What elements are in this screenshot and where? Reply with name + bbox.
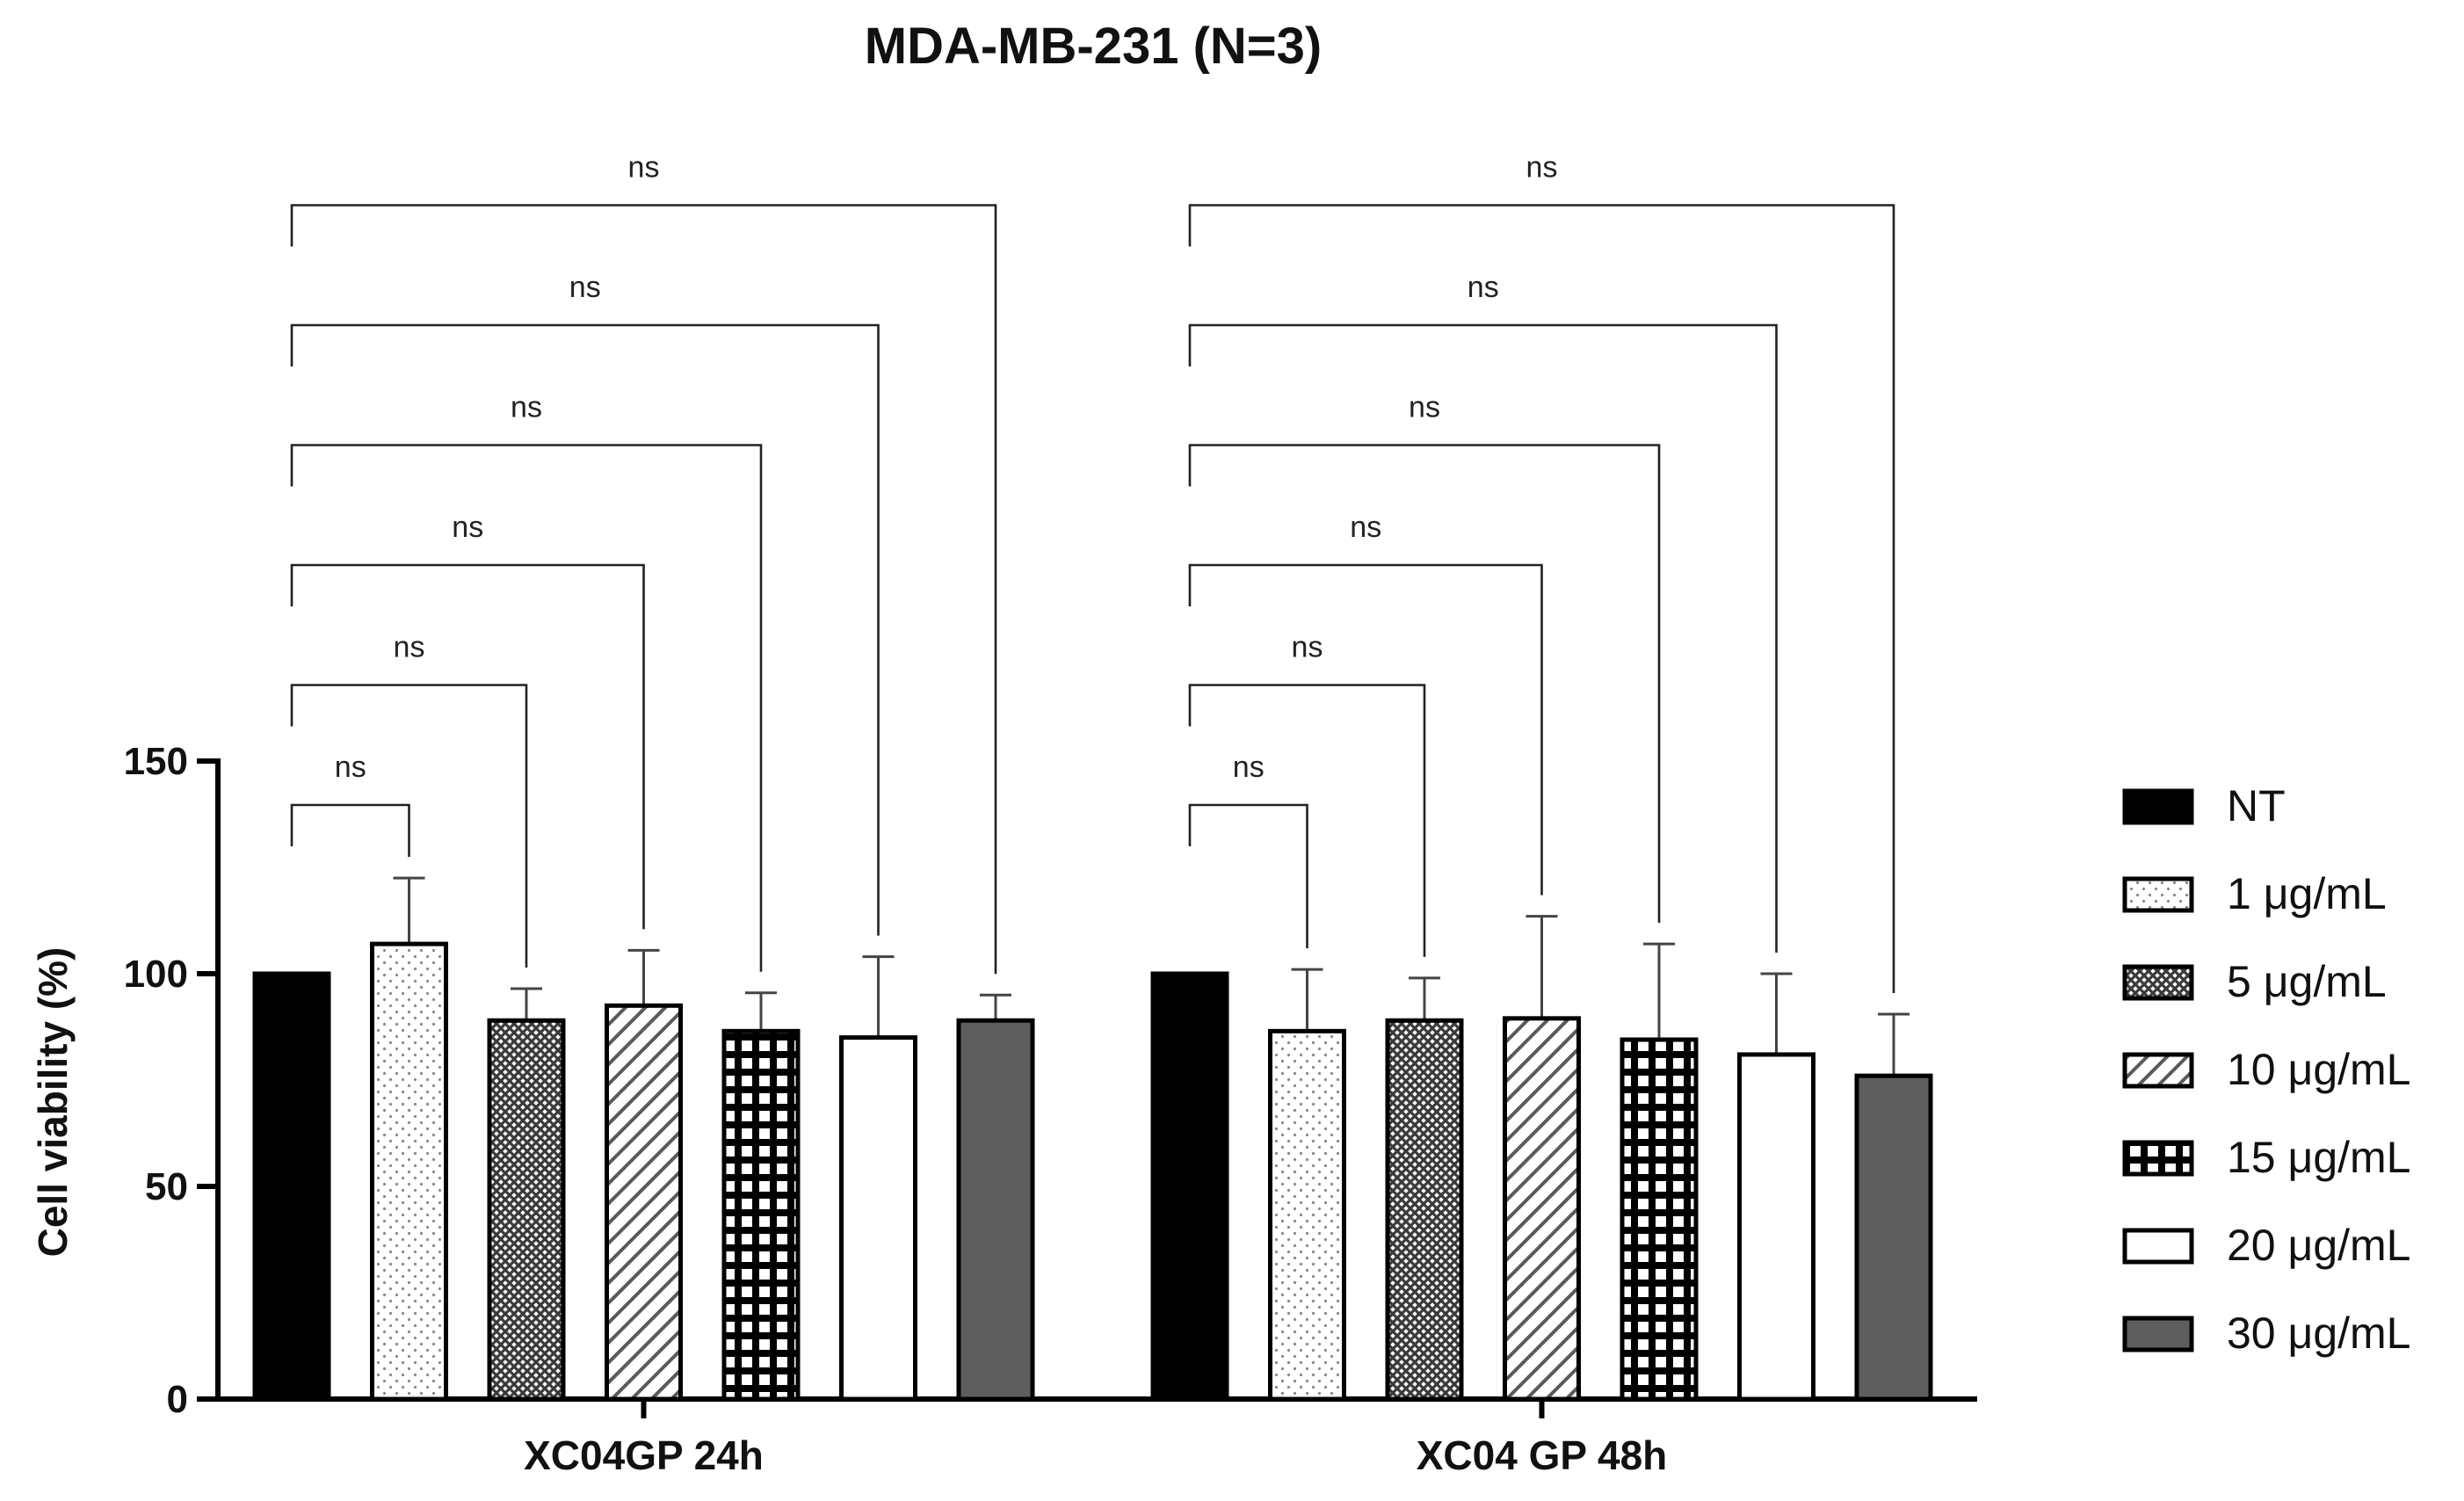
bar [252, 971, 331, 1402]
significance-bracket [1188, 684, 1426, 957]
legend-label: 15 μg/mL [2227, 1133, 2410, 1182]
legend-label: 10 μg/mL [2227, 1045, 2410, 1094]
legend-label: 30 μg/mL [2227, 1309, 2410, 1358]
significance-bracket [1188, 323, 1778, 953]
y-tick-label: 100 [124, 953, 188, 996]
significance-label: ns [394, 631, 425, 664]
significance-label: ns [511, 391, 542, 424]
legend-label: NT [2227, 781, 2286, 830]
legend-swatch [2122, 788, 2194, 825]
significance-label: ns [1292, 631, 1323, 664]
significance-bracket [1188, 563, 1543, 896]
significance-bracket [290, 204, 997, 975]
significance-label: ns [628, 151, 660, 185]
significance-bracket [290, 803, 410, 858]
bar [839, 1035, 917, 1402]
significance-label: ns [1526, 151, 1558, 185]
bar [1385, 1018, 1464, 1402]
y-tick-label: 50 [145, 1165, 188, 1208]
significance-bracket [1188, 803, 1308, 949]
legend-swatch [2122, 876, 2194, 913]
significance-label: ns [1468, 271, 1499, 304]
legend-label: 5 μg/mL [2227, 957, 2387, 1006]
bar [1503, 1016, 1581, 1402]
significance-label: ns [1233, 750, 1265, 784]
legend-label: 20 μg/mL [2227, 1221, 2410, 1270]
y-tick-label: 0 [167, 1378, 188, 1421]
bar [1854, 1073, 1933, 1402]
bar [1150, 971, 1229, 1402]
significance-bracket [1188, 204, 1895, 993]
legend: NT 1 μg/mL 5 μg/mL 10 μg/mL 15 μg/mL 20 μg/mL… [2122, 781, 2410, 1358]
significance-label: ns [1350, 511, 1381, 544]
bar [956, 1018, 1035, 1402]
bar [605, 1003, 683, 1402]
legend-swatch [2122, 1316, 2194, 1352]
bar [1737, 1052, 1815, 1402]
bar [1620, 1037, 1699, 1402]
significance-label: ns [569, 271, 601, 304]
legend-swatch [2122, 1228, 2194, 1265]
chart-title: MDA-MB-231 (N=3) [865, 18, 1322, 75]
legend-swatch [2122, 1052, 2194, 1089]
significance-bracket [290, 684, 528, 968]
legend-label: 1 μg/mL [2227, 869, 2387, 918]
significance-label: ns [452, 511, 483, 544]
significance-bracket [290, 563, 645, 930]
legend-swatch [2122, 964, 2194, 1001]
x-category-label: XC04 GP 48h [1417, 1432, 1668, 1478]
y-axis-label: Cell viability (%) [30, 947, 76, 1258]
x-category-label: XC04GP 24h [524, 1432, 764, 1478]
y-tick-label: 150 [124, 740, 188, 783]
significance-label: ns [335, 750, 366, 784]
bar [370, 941, 448, 1402]
significance-bracket [290, 323, 880, 936]
bar [721, 1028, 801, 1402]
bar [1268, 1028, 1346, 1402]
significance-bracket [1188, 444, 1661, 924]
significance-bracket [290, 444, 763, 972]
plot-area: 0 50 100 150 XC04GP 24h ns ns ns ns ns ns XC04 GP 4… [124, 151, 1977, 1478]
significance-label: ns [1409, 391, 1440, 424]
bar [487, 1018, 566, 1402]
legend-swatch [2122, 1140, 2194, 1177]
